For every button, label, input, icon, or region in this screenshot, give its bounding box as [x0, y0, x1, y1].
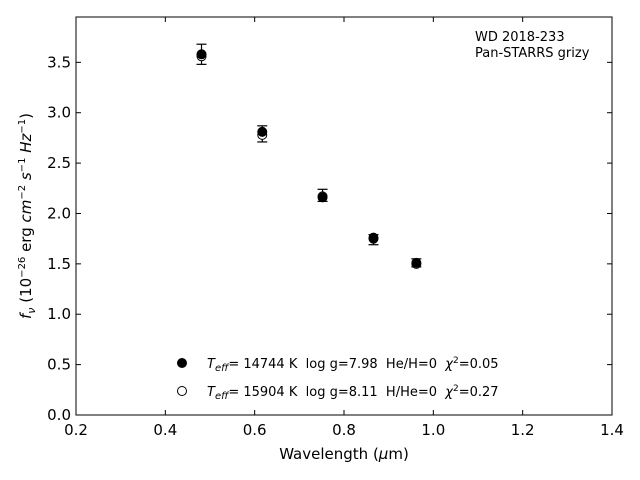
data-marks: [196, 43, 422, 269]
model-point-filled: [196, 49, 207, 60]
plot-frame: [75, 16, 613, 416]
x-tick-label: 1.0: [421, 421, 445, 439]
x-tick-label: 0.4: [153, 421, 177, 439]
legend-marker-filled: [177, 358, 187, 368]
plot-area: [75, 16, 613, 416]
model-point-filled: [368, 232, 379, 243]
legend-marker-open: [177, 386, 187, 396]
x-axis-ticks: 0.2 0.4 0.6 0.8 1.0 1.2 1.4: [64, 17, 624, 439]
model-point-filled: [257, 126, 268, 137]
legend: Teff= 14744 K log g=7.98 He/H=0 χ2=0.05 …: [177, 356, 499, 402]
x-axis-label: Wavelength (μm): [279, 445, 409, 463]
y-tick-label: 2.0: [47, 204, 71, 222]
annotation-line: WD 2018-233: [475, 30, 565, 45]
model-point-filled: [317, 192, 328, 203]
y-tick-label: 0.0: [47, 406, 71, 424]
figure-annotation: WD 2018-233 Pan-STARRS grizy: [475, 30, 590, 61]
legend-entry-2: Teff= 15904 K log g=8.11 H/He=0 χ2=0.27: [207, 384, 499, 402]
y-axis-label: fν (10−26 erg cm−2 s−1 Hz−1): [17, 113, 38, 319]
x-tick-label: 1.4: [600, 421, 624, 439]
x-tick-label: 0.2: [64, 421, 88, 439]
legend-entry-1: Teff= 14744 K log g=7.98 He/H=0 χ2=0.05: [207, 356, 499, 374]
model-point-filled: [411, 257, 422, 268]
y-tick-label: 1.0: [47, 305, 71, 323]
x-tick-label: 1.2: [511, 421, 535, 439]
y-tick-label: 3.5: [47, 53, 71, 71]
x-tick-label: 0.8: [332, 421, 356, 439]
y-tick-label: 2.5: [47, 154, 71, 172]
annotation-line: Pan-STARRS grizy: [475, 46, 590, 61]
y-tick-label: 3.0: [47, 104, 71, 122]
x-tick-label: 0.6: [243, 421, 267, 439]
y-tick-label: 1.5: [47, 255, 71, 273]
y-tick-label: 0.5: [47, 356, 71, 374]
y-axis-ticks: 0.0 0.5 1.0 1.5 2.0 2.5 3.0 3.5: [47, 53, 612, 424]
